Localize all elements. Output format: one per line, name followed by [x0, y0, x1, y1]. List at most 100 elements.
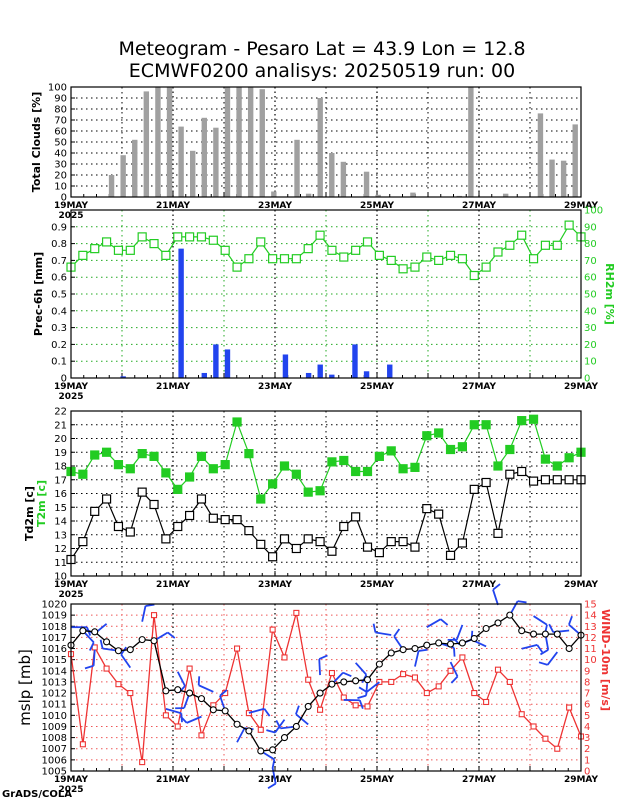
x-tick-label: 19MAY	[54, 775, 89, 785]
rh2m-point	[387, 256, 395, 264]
wind10m-point	[436, 684, 441, 689]
t2m-point	[114, 461, 122, 469]
td2m-point	[280, 535, 288, 543]
wind-barb-feather	[374, 624, 376, 633]
wind-barb	[94, 650, 95, 666]
y2-tick-label: 80	[584, 239, 597, 250]
t2m-point	[399, 465, 407, 473]
y2-tick-label: 40	[584, 306, 597, 317]
y2-tick-label: 1	[584, 755, 590, 766]
y-tick-label: 70	[54, 116, 67, 127]
y-tick-label: 11	[54, 558, 67, 569]
rh2m-point	[280, 255, 288, 263]
y2-tick-label: 14	[584, 611, 597, 622]
y2-tick-label: 5	[584, 711, 590, 722]
x-year-label: 2025	[58, 392, 83, 402]
cloud-bar	[178, 127, 183, 197]
t2m-point	[458, 443, 466, 451]
y-tick-label: 12	[54, 544, 67, 555]
y-tick-label: 30	[54, 160, 67, 171]
rh2m-point	[411, 263, 419, 271]
cloud-bar	[364, 172, 369, 197]
t2m-point	[328, 458, 336, 466]
td2m-point	[91, 507, 99, 515]
y-tick-label: 17	[54, 475, 67, 486]
rh2m-point	[91, 245, 99, 253]
y-tick-label: 1009	[42, 722, 67, 733]
precip-bar	[202, 373, 207, 378]
td2m-point	[292, 545, 300, 553]
wind10m-point	[543, 736, 548, 741]
x-year-label: 2025	[58, 590, 83, 600]
y-tick-label: 80	[54, 105, 67, 116]
t2m-point	[541, 455, 549, 463]
x-tick-label: 21MAY	[156, 382, 191, 392]
x-tick-label: 29MAY	[564, 382, 599, 392]
td2m-point	[470, 485, 478, 493]
rh2m-point	[340, 253, 348, 261]
y2-tick-label: 20	[584, 340, 597, 351]
wind10m-point	[401, 672, 406, 677]
mslp-point	[400, 647, 406, 653]
wind10m-point	[235, 646, 240, 651]
wind10m-point	[555, 746, 560, 751]
y-tick-label: 1017	[42, 633, 67, 644]
td2m-point	[447, 551, 455, 559]
td2m-point	[209, 514, 217, 522]
mslp-point	[341, 679, 347, 685]
y2-axis-label: WIND-10m [m/s]	[599, 609, 612, 711]
wind10m-point	[365, 704, 370, 709]
cloud-bar	[341, 162, 346, 197]
y-tick-label: 18	[54, 462, 67, 473]
rh2m-point	[470, 272, 478, 280]
t2m-point	[447, 446, 455, 454]
rh2m-point	[506, 241, 514, 249]
mslp-point	[317, 690, 323, 696]
td2m-point	[186, 512, 194, 520]
y2-tick-label: 2	[584, 744, 590, 755]
y2-tick-label: 90	[584, 222, 597, 233]
td2m-point	[162, 535, 170, 543]
mslp-point	[483, 625, 489, 631]
td2m-point	[126, 528, 134, 536]
wind-barb	[415, 651, 419, 667]
t2m-point	[138, 450, 146, 458]
t2m-point	[79, 470, 87, 478]
td2m-point	[340, 523, 348, 531]
mslp-point	[151, 638, 157, 644]
mslp-point	[115, 648, 121, 654]
td2m-point	[114, 523, 122, 531]
t2m-point	[186, 473, 194, 481]
y2-tick-label: 60	[584, 273, 597, 284]
t2m-point	[174, 485, 182, 493]
mslp-point	[554, 631, 560, 637]
t2m-point	[423, 432, 431, 440]
wind-barb	[142, 606, 145, 622]
rh2m-point	[364, 238, 372, 246]
mslp-point	[329, 681, 335, 687]
rh2m-point	[518, 231, 526, 239]
wind10m-point	[282, 655, 287, 660]
wind-barb	[356, 663, 367, 675]
x-tick-label: 25MAY	[360, 382, 395, 392]
t2m-point	[506, 446, 514, 454]
rh2m-point	[233, 263, 241, 271]
td2m-point	[458, 539, 466, 547]
wind10m-point	[270, 627, 275, 632]
cloud-bar	[120, 155, 125, 197]
t2m-point	[375, 452, 383, 460]
wind10m-point	[116, 682, 121, 687]
rh2m-point	[197, 233, 205, 241]
rh2m-point	[114, 246, 122, 254]
rh2m-point	[245, 255, 253, 263]
y2-tick-label: 70	[584, 256, 597, 267]
y-tick-label: 21	[54, 420, 67, 431]
t2m-point	[245, 450, 253, 458]
y-tick-label: 60	[54, 127, 67, 138]
t2m-point	[518, 417, 526, 425]
td2m-point	[411, 543, 419, 551]
x-tick-label: 21MAY	[156, 775, 191, 785]
x-tick-label: 29MAY	[564, 580, 599, 590]
td2m-point	[304, 535, 312, 543]
t2m-point	[257, 495, 265, 503]
